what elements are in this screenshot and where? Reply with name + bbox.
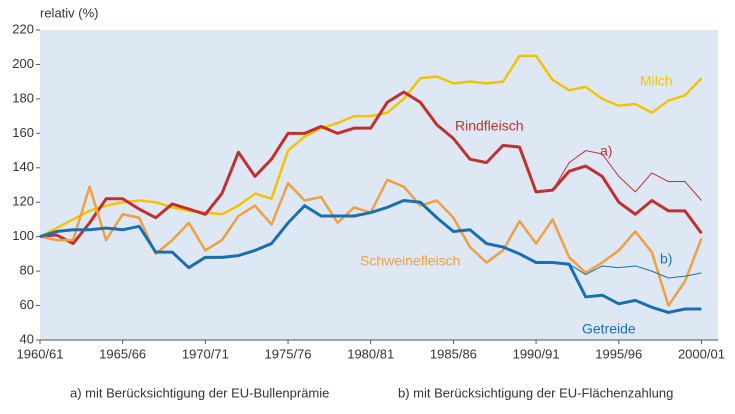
x-tick-label: 2000/01	[678, 346, 725, 361]
y-tick-label: 160	[12, 125, 34, 140]
series-line	[568, 263, 702, 279]
series-label: Rindfleisch	[455, 118, 523, 134]
series-line	[39, 54, 703, 238]
series-label: a)	[600, 143, 612, 159]
y-tick-label: 40	[20, 331, 34, 346]
x-tick-label: 1965/66	[99, 346, 146, 361]
y-tick-label: 140	[12, 159, 34, 174]
x-tick-label: 1970/71	[182, 346, 229, 361]
x-tick-label: 1975/76	[265, 346, 312, 361]
y-tick-label: 220	[12, 21, 34, 36]
y-tick-label: 180	[12, 90, 34, 105]
y-axis-label: relativ (%)	[40, 5, 99, 20]
x-tick-label: 1985/86	[430, 346, 477, 361]
y-tick-label: 80	[20, 263, 34, 278]
series-line	[39, 199, 702, 314]
x-tick-label: 1995/96	[595, 346, 642, 361]
footnote: b) mit Berücksichtigung der EU-Flächenza…	[398, 385, 673, 400]
y-tick-label: 60	[20, 297, 34, 312]
series-label: b)	[660, 251, 672, 267]
plot-area	[40, 30, 718, 340]
x-tick-label: 1990/91	[513, 346, 560, 361]
series-label: Getreide	[582, 321, 636, 337]
y-tick-label: 200	[12, 56, 34, 71]
series-label: Schweinefleisch	[360, 253, 460, 269]
footnote: a) mit Berücksichtigung der EU-Bullenprä…	[70, 385, 329, 400]
y-tick-label: 120	[12, 194, 34, 209]
series-label: Milch	[640, 73, 673, 89]
y-tick-label: 100	[12, 228, 34, 243]
x-tick-label: 1980/81	[347, 346, 394, 361]
series-line	[39, 90, 703, 246]
x-tick-label: 1960/61	[17, 346, 64, 361]
series-line	[552, 150, 702, 201]
